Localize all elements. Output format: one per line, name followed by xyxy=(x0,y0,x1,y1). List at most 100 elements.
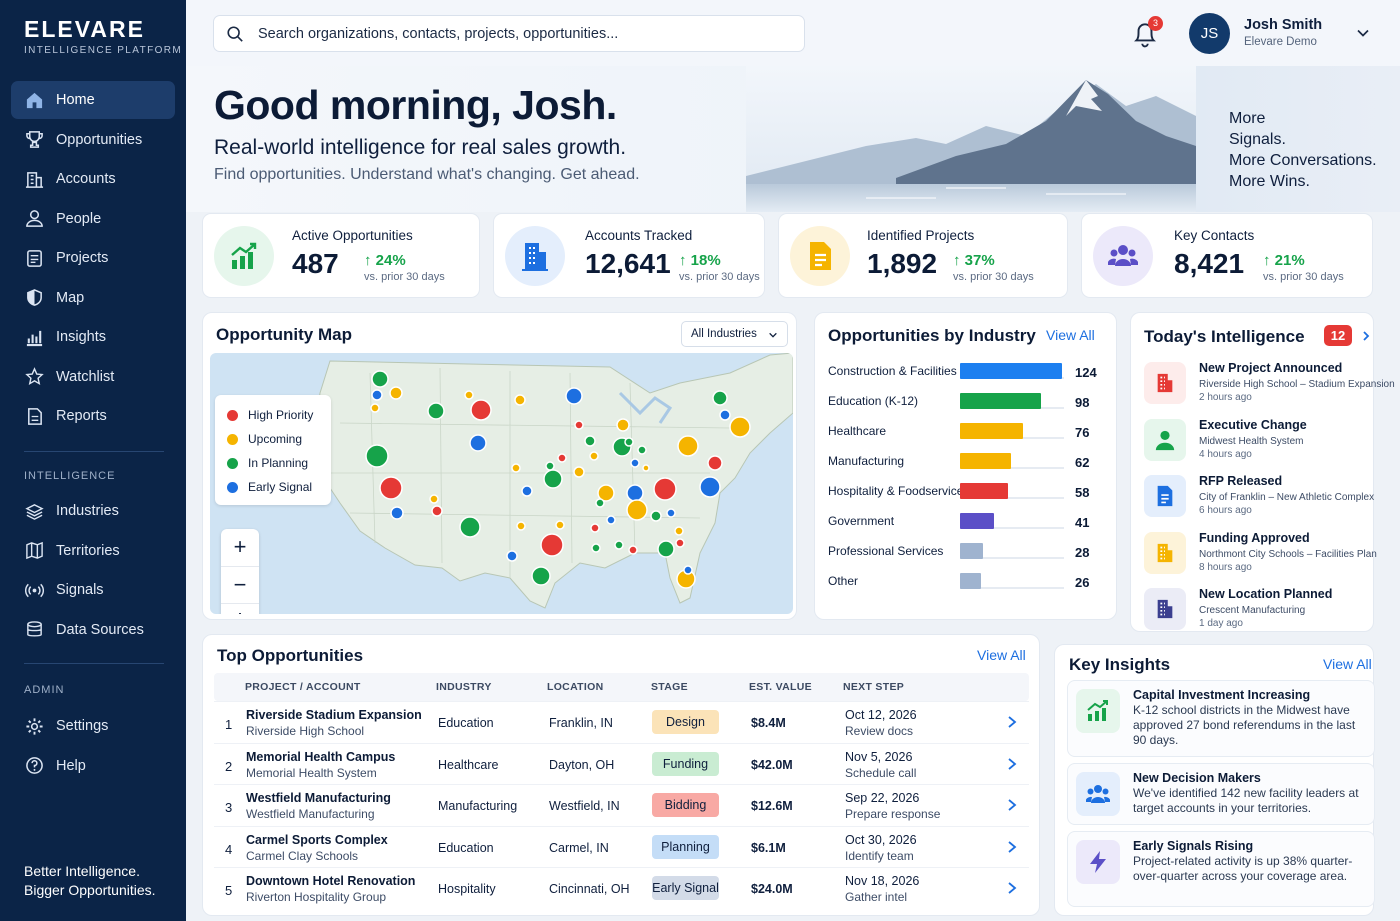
nav-settings[interactable]: Settings xyxy=(11,707,175,745)
map-marker[interactable] xyxy=(514,394,526,406)
nav-accounts[interactable]: Accounts xyxy=(11,160,175,198)
industry-bar[interactable] xyxy=(960,513,994,529)
industry-bar[interactable] xyxy=(960,543,983,559)
map-marker[interactable] xyxy=(653,477,677,501)
insight-item[interactable]: New Decision Makers We've identified 142… xyxy=(1067,763,1375,825)
row-project[interactable]: Carmel Sports Complex xyxy=(246,832,388,847)
map-marker[interactable] xyxy=(516,521,526,531)
map-marker[interactable] xyxy=(540,533,564,557)
map-marker[interactable] xyxy=(657,540,675,558)
zoom-out-button[interactable]: − xyxy=(221,566,259,602)
nav-reports[interactable]: Reports xyxy=(11,397,175,435)
map-marker[interactable] xyxy=(712,390,728,406)
map-marker[interactable] xyxy=(574,420,584,430)
map-marker[interactable] xyxy=(389,386,403,400)
chevron-right-icon[interactable] xyxy=(1007,881,1017,895)
nav-help[interactable]: Help xyxy=(11,747,175,785)
map-marker[interactable] xyxy=(557,453,567,463)
industry-filter-select[interactable]: All Industries xyxy=(681,321,788,347)
nav-territories[interactable]: Territories xyxy=(11,532,175,570)
map-marker[interactable] xyxy=(545,461,555,471)
map-marker[interactable] xyxy=(371,370,389,388)
table-row[interactable]: 4 Carmel Sports Complex Carmel Clay Scho… xyxy=(214,825,1029,867)
map-marker[interactable] xyxy=(459,516,481,538)
nav-map[interactable]: Map xyxy=(11,279,175,317)
locate-button[interactable] xyxy=(221,603,259,614)
notifications-button[interactable]: 3 xyxy=(1132,16,1163,48)
map-marker[interactable] xyxy=(595,498,605,508)
brand[interactable]: ELEVARE INTELLIGENCE PLATFORM xyxy=(24,16,182,56)
map-marker[interactable] xyxy=(370,403,380,413)
chevron-right-icon[interactable] xyxy=(1007,840,1017,854)
chevron-right-icon[interactable] xyxy=(1007,757,1017,771)
map-marker[interactable] xyxy=(573,466,585,478)
industry-bar[interactable] xyxy=(960,393,1041,409)
nav-watchlist[interactable]: Watchlist xyxy=(11,358,175,396)
map-marker[interactable] xyxy=(365,444,389,468)
map-marker[interactable] xyxy=(590,523,600,533)
table-row[interactable]: 3 Westfield Manufacturing Westfield Manu… xyxy=(214,784,1029,825)
map-marker[interactable] xyxy=(429,494,439,504)
nav-projects[interactable]: Projects xyxy=(11,239,175,277)
map-marker[interactable] xyxy=(674,526,684,536)
map-marker[interactable] xyxy=(511,463,521,473)
insight-item[interactable]: Capital Investment Increasing K-12 schoo… xyxy=(1067,680,1375,757)
map-marker[interactable] xyxy=(470,399,492,421)
map-marker[interactable] xyxy=(379,476,403,500)
stat-card-accounts-tracked[interactable]: Accounts Tracked 12,641 ↑ 18% vs. prior … xyxy=(493,213,765,298)
intel-item[interactable]: Executive Change Midwest Health System 4… xyxy=(1144,418,1376,470)
map-marker[interactable] xyxy=(683,565,693,575)
row-project[interactable]: Memorial Health Campus xyxy=(246,749,396,764)
map-marker[interactable] xyxy=(431,505,443,517)
map-marker[interactable] xyxy=(729,416,751,438)
map-marker[interactable] xyxy=(624,437,634,447)
table-row[interactable]: 2 Memorial Health Campus Memorial Health… xyxy=(214,742,1029,784)
map-marker[interactable] xyxy=(630,458,640,468)
industry-view-all-link[interactable]: View All xyxy=(1046,327,1095,343)
map-marker[interactable] xyxy=(506,550,518,562)
map-marker[interactable] xyxy=(642,464,650,472)
map-marker[interactable] xyxy=(677,435,699,457)
stat-card-identified-projects[interactable]: Identified Projects 1,892 ↑ 37% vs. prio… xyxy=(778,213,1068,298)
key-insights-view-all-link[interactable]: View All xyxy=(1323,656,1372,672)
industry-bar[interactable] xyxy=(960,363,1062,379)
table-row[interactable]: 1 Riverside Stadium Expansion Riverside … xyxy=(214,701,1029,742)
column-header-industry[interactable]: INDUSTRY xyxy=(436,681,492,693)
map-canvas[interactable]: High Priority Upcoming In Planning Early… xyxy=(210,353,793,614)
chevron-down-icon[interactable] xyxy=(1356,26,1370,40)
column-header-project[interactable]: PROJECT / ACCOUNT xyxy=(245,681,361,693)
map-marker[interactable] xyxy=(614,540,624,550)
map-marker[interactable] xyxy=(626,484,644,502)
map-marker[interactable] xyxy=(606,515,616,525)
nav-opportunities[interactable]: Opportunities xyxy=(11,121,175,159)
stat-card-active-opportunities[interactable]: Active Opportunities 487 ↑ 24% vs. prior… xyxy=(202,213,480,298)
column-header-location[interactable]: LOCATION xyxy=(547,681,604,693)
map-marker[interactable] xyxy=(555,520,565,530)
map-marker[interactable] xyxy=(543,469,563,489)
nav-industries[interactable]: Industries xyxy=(11,492,175,530)
search-input[interactable]: Search organizations, contacts, projects… xyxy=(213,15,805,52)
map-marker[interactable] xyxy=(666,508,676,518)
column-header-next-step[interactable]: NEXT STEP xyxy=(843,681,905,693)
map-marker[interactable] xyxy=(650,510,662,522)
row-project[interactable]: Downtown Hotel Renovation xyxy=(246,874,416,888)
nav-people[interactable]: People xyxy=(11,200,175,238)
zoom-in-button[interactable]: + xyxy=(221,529,259,565)
industry-bar[interactable] xyxy=(960,423,1023,439)
map-marker[interactable] xyxy=(719,409,731,421)
industry-bar[interactable] xyxy=(960,453,1011,469)
industry-bar[interactable] xyxy=(960,483,1008,499)
map-marker[interactable] xyxy=(616,418,630,432)
map-marker[interactable] xyxy=(591,543,601,553)
map-marker[interactable] xyxy=(675,538,685,548)
nav-signals[interactable]: Signals xyxy=(11,571,175,609)
chevron-right-icon[interactable] xyxy=(1360,330,1372,342)
map-marker[interactable] xyxy=(637,445,647,455)
map-marker[interactable] xyxy=(531,566,551,586)
map-marker[interactable] xyxy=(427,402,445,420)
map-marker[interactable] xyxy=(626,499,648,521)
map-marker[interactable] xyxy=(565,387,583,405)
industry-bar[interactable] xyxy=(960,573,981,589)
intel-item[interactable]: New Location Planned Crescent Manufactur… xyxy=(1144,587,1376,639)
column-header-value[interactable]: EST. VALUE xyxy=(749,681,812,693)
